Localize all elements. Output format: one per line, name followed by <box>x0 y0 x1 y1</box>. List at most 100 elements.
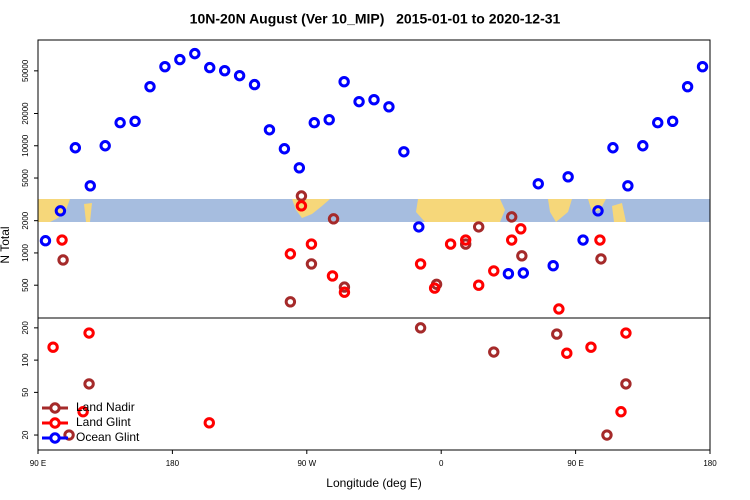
marker <box>444 238 457 250</box>
marker <box>413 221 425 233</box>
land <box>292 199 330 218</box>
marker <box>547 260 559 272</box>
chart-title: 10N-20N August (Ver 10_MIP) 2015-01-01 t… <box>190 11 561 27</box>
y-tick-label: 10000 <box>21 134 30 157</box>
y-tick-label: 20 <box>21 430 30 439</box>
marker <box>696 60 709 73</box>
x-tick-label: 90 W <box>297 459 316 468</box>
marker <box>305 238 318 250</box>
marker <box>63 429 75 441</box>
marker <box>488 265 500 277</box>
marker <box>615 406 627 418</box>
land <box>38 199 70 222</box>
marker <box>594 234 606 246</box>
marker <box>338 281 351 293</box>
land <box>548 199 572 222</box>
marker <box>553 303 565 315</box>
marker <box>305 258 318 270</box>
legend-label: Land Glint <box>76 415 131 429</box>
marker <box>428 282 441 294</box>
legend-label: Ocean Glint <box>76 430 140 444</box>
marker <box>505 211 518 223</box>
marker <box>488 346 500 358</box>
legend-marker <box>49 402 61 414</box>
marker <box>516 250 528 262</box>
marker <box>562 171 574 183</box>
x-tick-label: 180 <box>166 459 180 468</box>
marker <box>383 101 395 113</box>
marker <box>47 341 59 353</box>
marker <box>174 53 186 66</box>
marker <box>54 205 67 217</box>
marker <box>189 47 201 60</box>
y-tick-label: 1000 <box>21 243 30 261</box>
marker <box>505 234 518 246</box>
marker <box>353 95 365 108</box>
marker <box>233 69 246 82</box>
marker <box>652 117 664 129</box>
marker <box>601 429 613 441</box>
marker <box>338 76 350 88</box>
marker <box>326 270 339 282</box>
marker <box>218 64 231 77</box>
marker <box>620 327 632 339</box>
marker <box>57 254 69 266</box>
marker <box>84 180 96 192</box>
legend-label: Land Nadir <box>76 400 135 414</box>
marker <box>144 80 156 93</box>
y-tick-label: 50000 <box>21 59 30 82</box>
marker <box>620 378 632 390</box>
marker <box>607 142 619 154</box>
marker <box>459 234 472 246</box>
x-tick-label: 90 E <box>567 459 583 468</box>
marker <box>517 267 530 279</box>
marker <box>585 341 597 353</box>
marker <box>414 258 427 270</box>
marker <box>56 234 68 246</box>
marker <box>592 205 604 217</box>
x-tick-label: 180 <box>703 459 717 468</box>
x-tick-label: 0 <box>439 459 444 468</box>
y-tick-label: 5000 <box>21 169 30 187</box>
marker <box>203 417 215 429</box>
marker <box>398 146 410 158</box>
marker <box>284 296 297 308</box>
x-axis-label: Longitude (deg E) <box>326 476 421 490</box>
legend-marker <box>49 432 61 444</box>
marker <box>99 140 111 152</box>
marker <box>69 142 82 154</box>
marker <box>323 114 335 126</box>
marker <box>414 322 427 334</box>
marker <box>83 378 95 390</box>
marker <box>472 279 485 291</box>
marker <box>551 328 563 340</box>
marker <box>637 140 649 152</box>
marker <box>284 248 297 260</box>
y-tick-label: 2000 <box>21 211 30 229</box>
marker <box>666 115 679 128</box>
marker <box>129 115 141 128</box>
y-tick-label: 100 <box>21 353 30 367</box>
marker <box>248 78 261 91</box>
marker <box>77 406 89 418</box>
marker <box>327 213 340 225</box>
y-tick-label: 50 <box>21 387 30 396</box>
marker <box>159 60 171 73</box>
marker <box>681 80 694 93</box>
marker <box>263 124 276 136</box>
marker <box>368 94 380 106</box>
marker <box>295 200 308 212</box>
marker <box>338 286 351 298</box>
marker <box>515 223 527 235</box>
y-tick-label: 500 <box>21 278 30 292</box>
marker <box>39 235 52 247</box>
marker <box>502 268 515 280</box>
marker <box>561 347 573 359</box>
legend-marker <box>49 417 61 429</box>
marker <box>532 178 544 190</box>
marker <box>622 180 634 192</box>
y-tick-label: 20000 <box>21 102 30 125</box>
marker <box>459 238 472 250</box>
